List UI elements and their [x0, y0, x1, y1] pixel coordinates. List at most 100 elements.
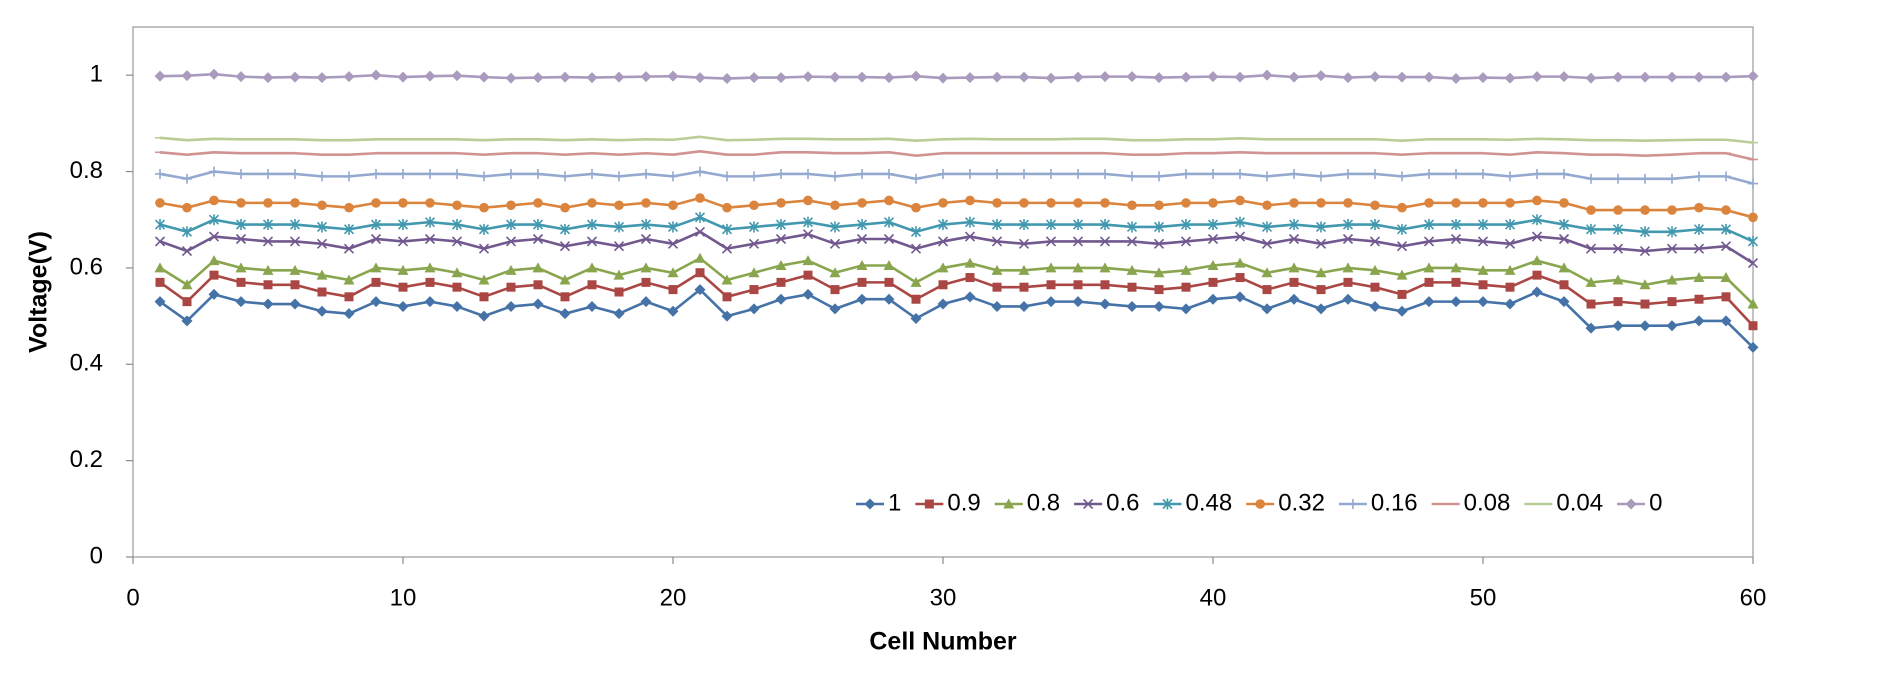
- marker: [668, 171, 678, 182]
- marker: [1720, 272, 1732, 283]
- marker: [1478, 198, 1488, 208]
- marker: [695, 193, 705, 203]
- marker: [1720, 241, 1732, 252]
- marker: [532, 262, 544, 273]
- marker: [1477, 236, 1489, 247]
- marker: [1018, 238, 1030, 249]
- marker: [1342, 219, 1354, 231]
- marker: [1289, 277, 1299, 287]
- marker: [640, 262, 652, 273]
- marker: [1478, 168, 1488, 179]
- marker: [721, 310, 733, 322]
- marker: [937, 72, 949, 84]
- marker: [155, 277, 165, 287]
- marker: [1127, 171, 1137, 182]
- marker: [694, 284, 706, 296]
- marker: [911, 173, 921, 184]
- marker: [1181, 198, 1191, 208]
- marker: [1018, 300, 1030, 312]
- marker: [1639, 320, 1651, 332]
- marker: [1180, 303, 1192, 315]
- marker: [343, 243, 355, 254]
- marker: [1126, 236, 1138, 247]
- marker: [398, 198, 408, 208]
- marker: [1531, 231, 1543, 242]
- marker: [1045, 296, 1057, 308]
- marker: [559, 71, 571, 83]
- marker: [209, 270, 219, 280]
- marker: [667, 70, 679, 82]
- marker: [1207, 260, 1219, 270]
- marker: [667, 221, 679, 233]
- marker: [1612, 274, 1624, 285]
- marker: [181, 70, 193, 82]
- marker: [1586, 205, 1596, 215]
- marker: [424, 216, 436, 228]
- marker: [1721, 205, 1731, 215]
- marker: [1207, 71, 1219, 83]
- marker: [991, 219, 1003, 231]
- marker: [695, 268, 705, 278]
- marker: [749, 171, 759, 182]
- marker: [722, 171, 732, 182]
- marker: [1450, 73, 1462, 85]
- marker: [694, 211, 706, 223]
- marker: [289, 264, 301, 275]
- marker: [1477, 296, 1489, 308]
- marker: [1099, 236, 1111, 247]
- marker: [1450, 262, 1462, 273]
- marker: [1585, 243, 1597, 254]
- marker: [1558, 233, 1570, 245]
- marker: [532, 233, 544, 245]
- marker: [1423, 219, 1435, 231]
- marker: [182, 297, 192, 307]
- marker: [397, 264, 409, 275]
- marker: [937, 262, 949, 273]
- marker: [1316, 285, 1326, 295]
- marker: [721, 274, 733, 285]
- marker: [1558, 296, 1570, 308]
- marker: [181, 245, 193, 257]
- marker: [1019, 282, 1029, 292]
- marker: [289, 298, 301, 310]
- marker: [1099, 71, 1111, 83]
- marker: [1748, 178, 1758, 189]
- marker: [1397, 289, 1407, 299]
- marker: [586, 262, 598, 273]
- marker: [533, 168, 543, 179]
- marker: [208, 214, 220, 226]
- marker: [1639, 71, 1651, 83]
- marker: [857, 168, 867, 179]
- marker: [1261, 267, 1273, 278]
- marker: [1558, 262, 1570, 273]
- marker: [262, 236, 274, 247]
- marker: [640, 233, 652, 245]
- marker: [1100, 198, 1110, 208]
- legend-label: 0.9: [947, 489, 980, 516]
- marker: [722, 202, 732, 213]
- marker: [532, 72, 544, 84]
- marker: [1585, 276, 1597, 287]
- marker: [1316, 171, 1326, 182]
- legend-label: 0.08: [1464, 489, 1511, 516]
- x-tick-label: 60: [1740, 584, 1767, 611]
- marker: [1342, 262, 1354, 273]
- marker: [1099, 262, 1111, 273]
- marker: [830, 285, 840, 295]
- marker: [775, 260, 787, 270]
- marker: [316, 238, 328, 249]
- marker: [1288, 71, 1300, 83]
- marker: [1693, 315, 1705, 327]
- marker: [1396, 241, 1408, 252]
- marker: [803, 195, 813, 206]
- y-tick-label: 0.6: [70, 253, 103, 280]
- marker: [1100, 280, 1110, 290]
- y-axis-title: Voltage(V): [25, 231, 53, 353]
- marker: [505, 219, 517, 231]
- marker: [964, 291, 976, 303]
- marker: [1289, 168, 1299, 179]
- marker: [802, 71, 814, 83]
- marker: [344, 292, 354, 302]
